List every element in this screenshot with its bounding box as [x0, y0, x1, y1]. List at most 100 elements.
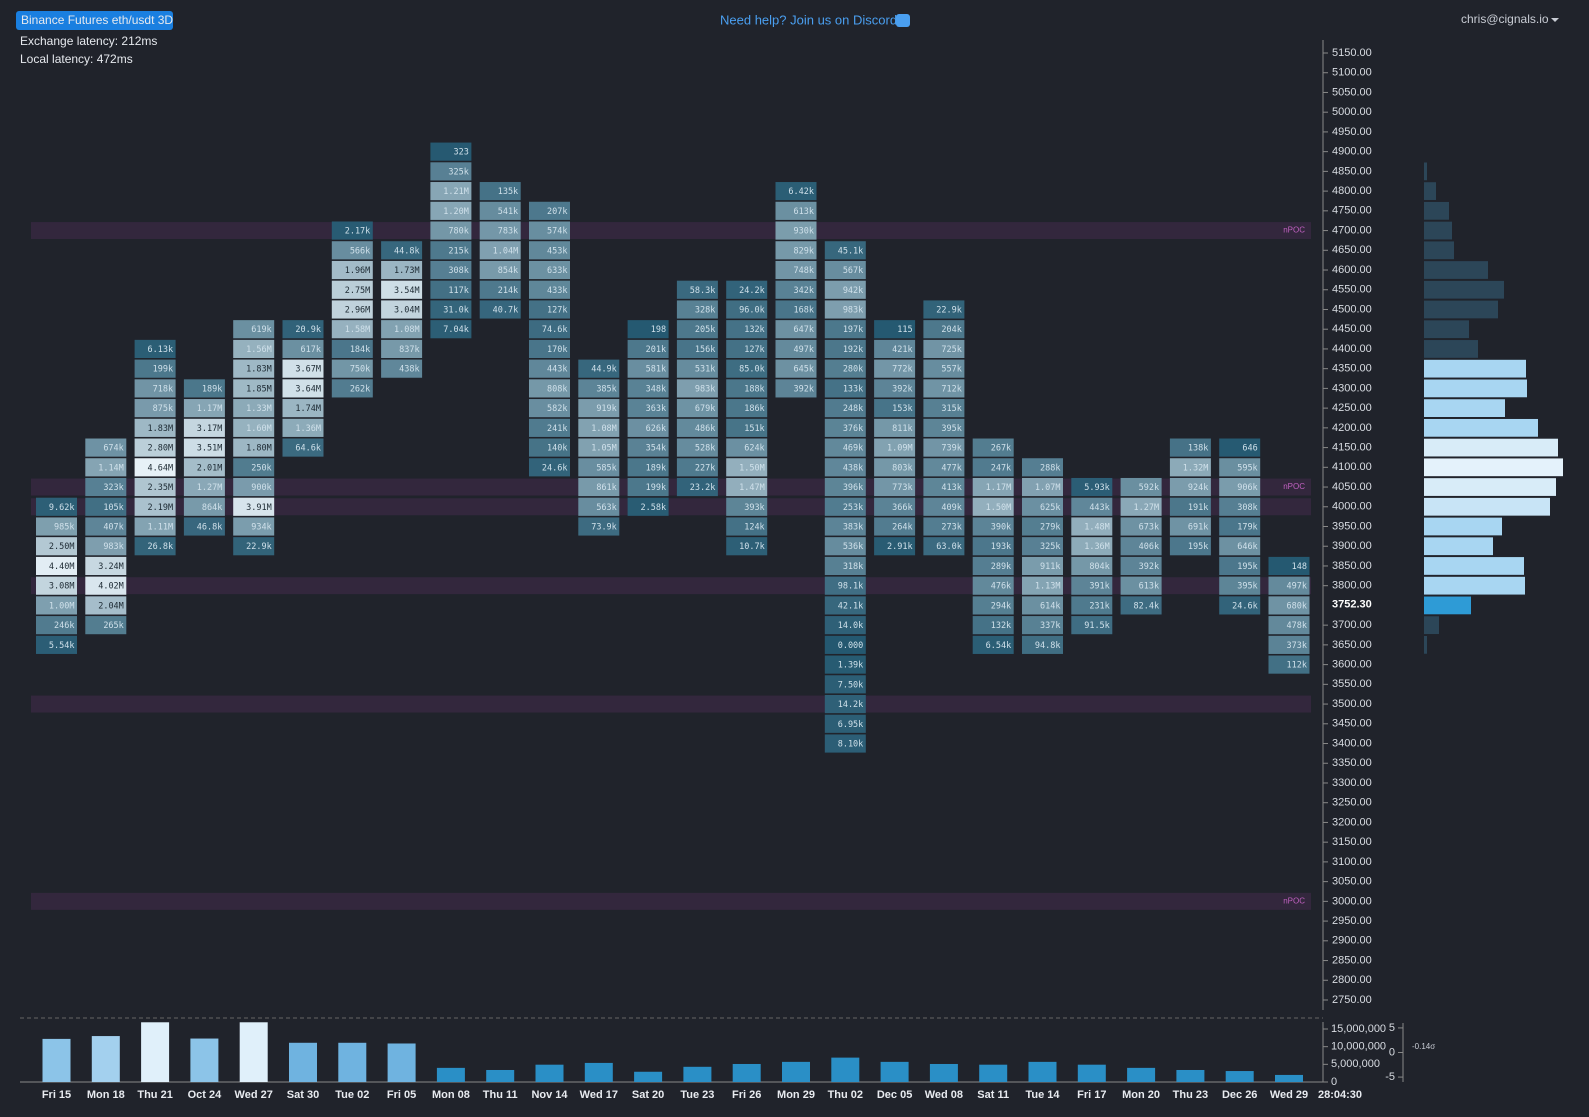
- footprint-cell: [627, 399, 669, 418]
- y-tick-label: 2750.00: [1332, 994, 1372, 1006]
- cell-label: 861k: [596, 483, 616, 493]
- y-tick-label: 4300.00: [1332, 382, 1372, 394]
- cell-label: 443k: [547, 365, 567, 375]
- cell-label: 288k: [1040, 463, 1060, 473]
- footprint-cell: [282, 399, 324, 418]
- badge-text[interactable]: Binance Futures eth/usdt 3D: [21, 13, 173, 27]
- cell-label: 115: [897, 325, 912, 335]
- y-tick-label: 2850.00: [1332, 954, 1372, 966]
- cell-label: 23.2k: [690, 483, 716, 493]
- countdown: 28:04:30: [1318, 1089, 1362, 1101]
- footprint-cell: [923, 438, 965, 457]
- footprint-cell: [233, 339, 275, 359]
- volume-bar: [1028, 1061, 1057, 1082]
- cell-label: 3.54M: [394, 286, 420, 296]
- footprint-cell: [529, 379, 570, 398]
- footprint-cell: [282, 320, 324, 339]
- footprint-cell: [578, 418, 620, 437]
- footprint-cell: [874, 497, 916, 516]
- cell-label: 725k: [941, 345, 961, 355]
- cell-label: 625k: [1040, 503, 1060, 513]
- x-tick-label: Mon 08: [432, 1089, 470, 1101]
- cell-label: 1.33M: [246, 404, 272, 414]
- y-tick-label: 4150.00: [1332, 441, 1372, 453]
- exchange-latency: Exchange latency: 212ms: [20, 34, 157, 48]
- x-tick-label: Nov 14: [531, 1089, 568, 1101]
- footprint-cell: [923, 537, 965, 556]
- y-tick-label: 4350.00: [1332, 363, 1372, 375]
- cell-label: 1.58M: [345, 325, 371, 335]
- cell-label: 2.75M: [345, 286, 371, 296]
- cell-label: 94.8k: [1035, 641, 1061, 651]
- footprint-cell: [430, 162, 472, 181]
- volume-bar: [880, 1061, 909, 1082]
- footprint-cell: [824, 537, 866, 556]
- npoc-band: [31, 892, 1311, 910]
- footprint-cell: [1219, 458, 1261, 477]
- footprint-cell: [479, 300, 521, 319]
- footprint-cell: [529, 320, 570, 339]
- footprint-cell: [923, 399, 965, 418]
- y-tick-label: 4450.00: [1332, 323, 1372, 335]
- cell-label: 3.67M: [295, 365, 321, 375]
- cell-label: 566k: [350, 246, 370, 256]
- footprint-cell: [529, 280, 570, 299]
- discord-icon[interactable]: [896, 14, 910, 27]
- cell-label: 930k: [794, 227, 814, 237]
- footprint-cell: [1219, 556, 1261, 576]
- footprint-cell: [85, 477, 127, 497]
- cell-label: 7.04k: [443, 325, 469, 335]
- footprint-cell: [775, 221, 817, 240]
- footprint-cell: [1120, 517, 1162, 536]
- npoc-band: [31, 222, 1311, 240]
- dropdown-arrow[interactable]: [1551, 18, 1559, 22]
- footprint-cell: [430, 182, 472, 201]
- volume-bar: [141, 1022, 170, 1082]
- cell-label: 1.27M: [1134, 503, 1160, 513]
- volume-tick-label: 5,000,000: [1331, 1058, 1380, 1070]
- profile-bar: [1424, 458, 1563, 477]
- volume-bar: [338, 1042, 367, 1082]
- cell-label: 127k: [547, 305, 567, 315]
- footprint-cell: [529, 300, 570, 319]
- cell-label: 215k: [448, 246, 468, 256]
- cell-label: 91.5k: [1084, 621, 1110, 631]
- cell-label: 63.0k: [936, 542, 962, 552]
- footprint-cell: [824, 655, 866, 674]
- cell-label: 595k: [1237, 463, 1257, 473]
- x-tick-label: Mon 20: [1122, 1089, 1160, 1101]
- cell-label: 267k: [991, 444, 1011, 454]
- footprint-cell: [1120, 596, 1162, 615]
- cell-label: 294k: [991, 601, 1011, 611]
- footprint-cell: [1268, 635, 1310, 654]
- cell-label: 198: [651, 325, 666, 335]
- cell-label: 117k: [448, 286, 468, 296]
- footprint-cell: [824, 596, 866, 615]
- footprint-cell: [824, 320, 866, 339]
- footprint-cell: [183, 438, 225, 457]
- footprint-cell: [331, 320, 373, 339]
- footprint-cell: [331, 221, 373, 240]
- badge[interactable]: [16, 11, 173, 30]
- x-tick-label: Wed 29: [1270, 1089, 1308, 1101]
- cell-label: 8.10k: [838, 740, 864, 750]
- footprint-cell: [1120, 537, 1162, 556]
- footprint-cell: [1219, 438, 1261, 457]
- footprint-cell: [134, 438, 176, 457]
- footprint-cell: [134, 418, 176, 437]
- x-tick-label: Thu 02: [828, 1089, 863, 1101]
- footprint-cell: [824, 576, 866, 595]
- cell-label: 1.56M: [246, 345, 272, 355]
- footprint-cell: [676, 458, 718, 477]
- footprint-cell: [972, 635, 1014, 654]
- help-link[interactable]: Need help? Join us on Discord: [720, 12, 897, 27]
- footprint-cell: [874, 517, 916, 536]
- footprint-cell: [36, 576, 77, 595]
- cell-label: 7.50k: [838, 680, 864, 690]
- footprint-cell: [578, 438, 620, 457]
- footprint-cell: [578, 477, 620, 497]
- footprint-cell: [1022, 477, 1063, 497]
- profile-bar: [1424, 596, 1471, 615]
- y-tick-label: 5000.00: [1332, 106, 1372, 118]
- user-menu[interactable]: chris@cignals.io: [1461, 12, 1549, 26]
